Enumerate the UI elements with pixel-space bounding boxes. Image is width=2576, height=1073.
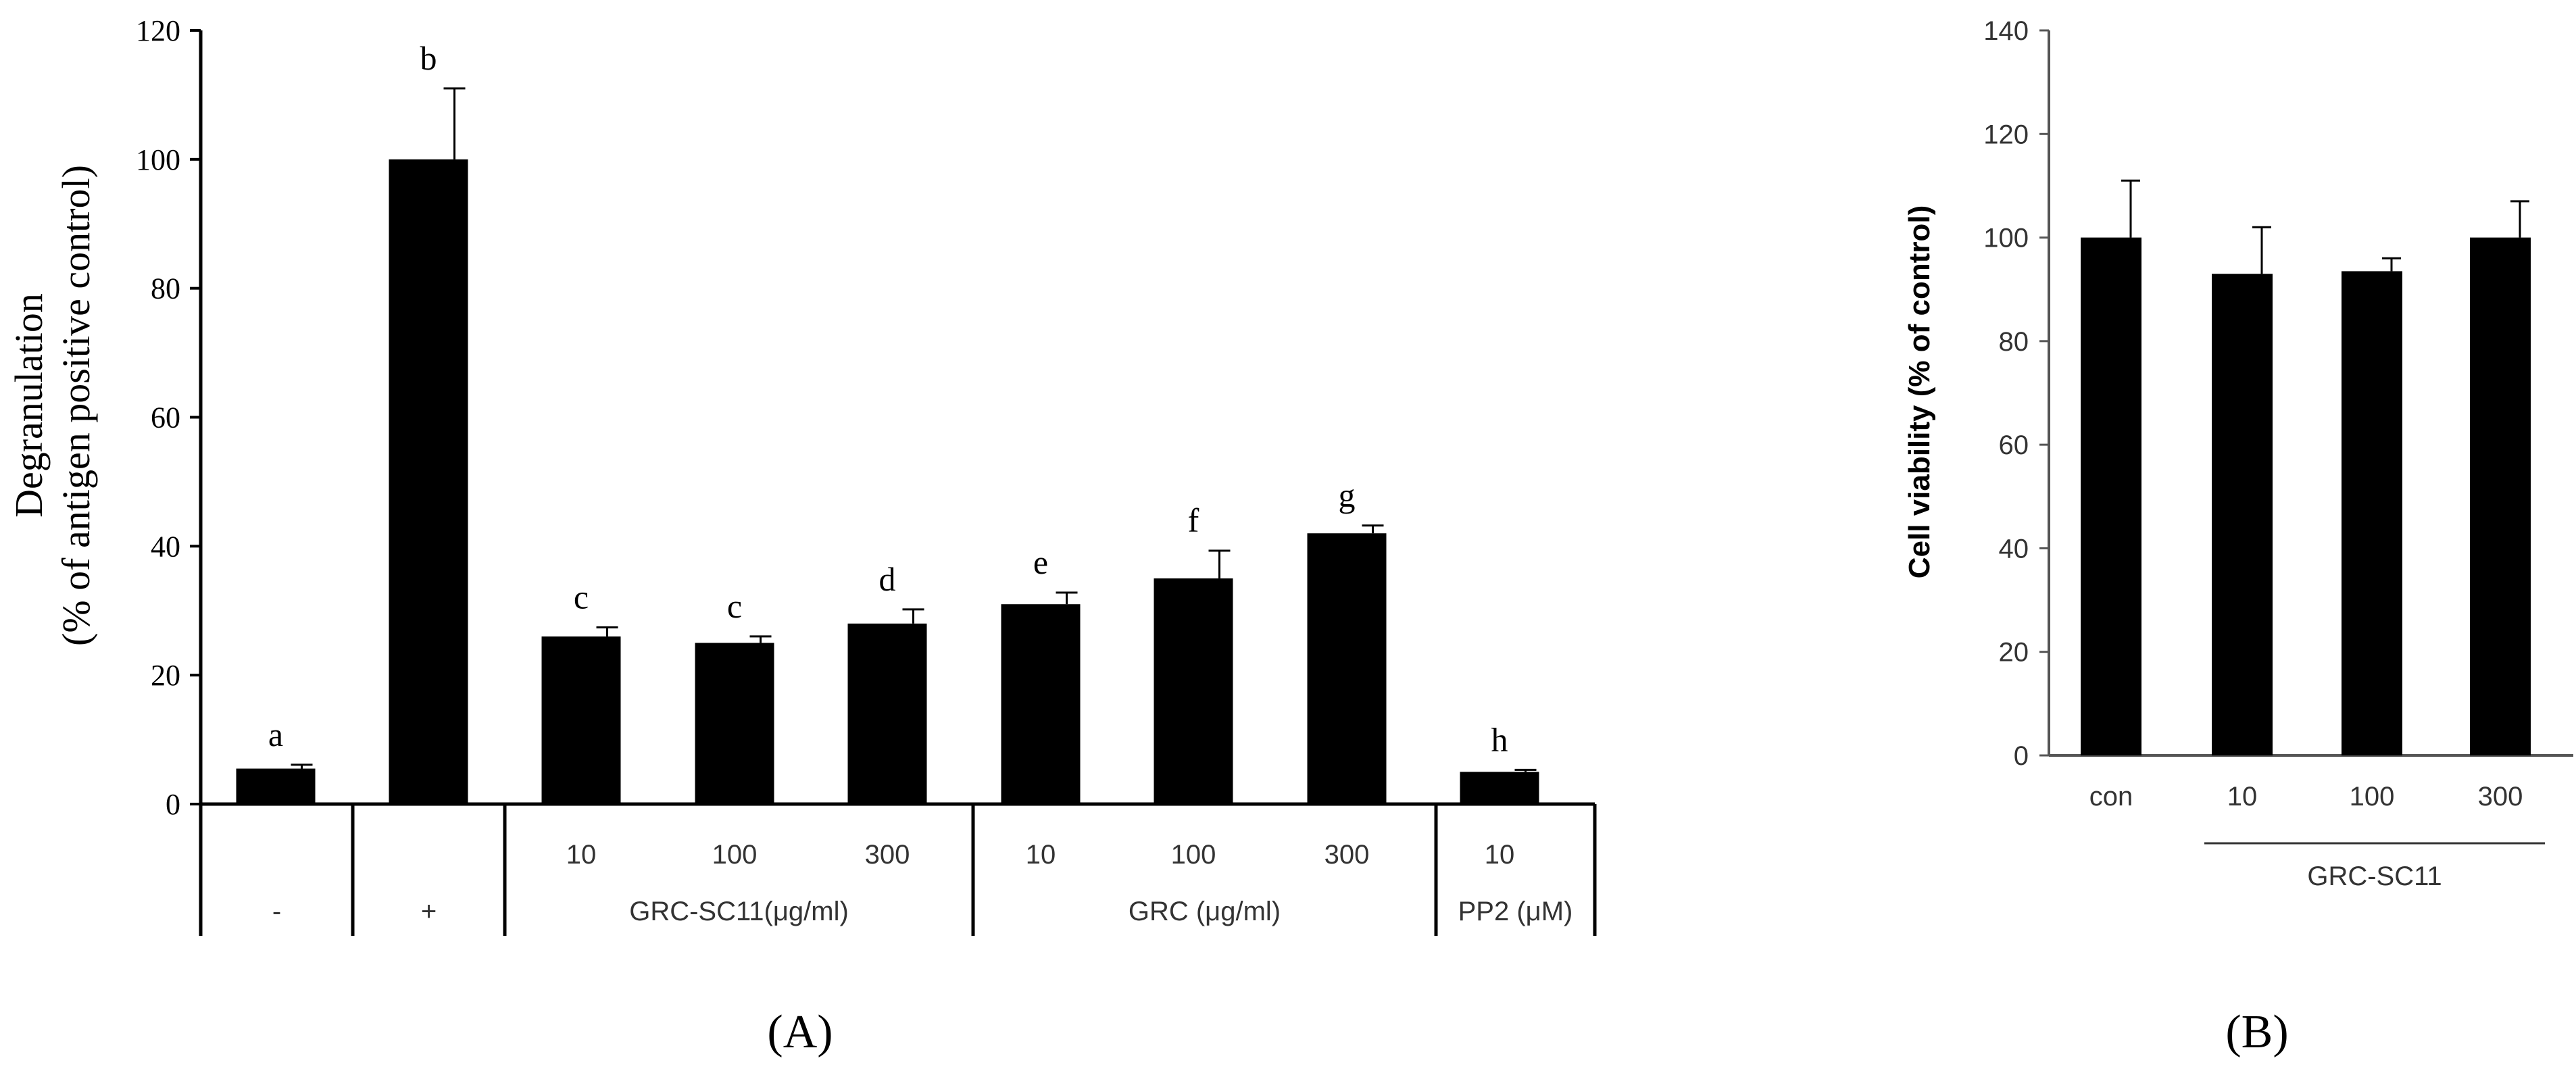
bar xyxy=(695,643,774,804)
panel-b-categories: con 10 100 300 GRC-SC11 xyxy=(2089,782,2545,891)
dose-label: 10 xyxy=(1026,840,1056,870)
significance-letter: h xyxy=(1491,720,1508,758)
bar xyxy=(541,636,621,804)
panel-b-label: (B) xyxy=(2225,1006,2288,1058)
significance-letter: e xyxy=(1033,543,1048,581)
panel-a-ylabel-line1: Degranulation xyxy=(7,293,51,518)
y-tick-label: 40 xyxy=(151,530,180,563)
bar xyxy=(2342,271,2402,755)
group-label: GRC-SC11(μg/ml) xyxy=(629,897,849,926)
category-label: con xyxy=(2089,782,2133,812)
group-label: GRC-SC11 xyxy=(2307,862,2442,891)
panel-a-label: (A) xyxy=(767,1006,833,1058)
bar xyxy=(2081,237,2141,756)
bar xyxy=(1154,578,1233,804)
significance-letter: g xyxy=(1339,476,1356,514)
panel-a-chart: Degranulation (% of antigen positive con… xyxy=(7,14,1597,1058)
dose-label: 10 xyxy=(566,840,597,870)
bar xyxy=(1460,772,1539,804)
y-tick-label: 120 xyxy=(1983,120,2029,149)
dose-label: 10 xyxy=(1485,840,1515,870)
y-tick-label: 0 xyxy=(2014,741,2029,771)
y-tick-label: 20 xyxy=(151,659,180,692)
dose-label: 100 xyxy=(1171,840,1216,870)
category-label: 10 xyxy=(2227,782,2258,812)
y-tick-label: 120 xyxy=(136,14,180,47)
group-label: - xyxy=(272,897,281,926)
y-tick-label: 40 xyxy=(1999,534,2029,564)
dose-label: 300 xyxy=(1324,840,1370,870)
y-tick-label: 80 xyxy=(151,272,180,305)
y-tick-label: 60 xyxy=(1999,430,2029,460)
bar xyxy=(236,768,316,804)
y-tick-label: 0 xyxy=(166,788,180,821)
y-tick-label: 100 xyxy=(1983,224,2029,253)
y-tick-label: 20 xyxy=(1999,638,2029,668)
bar xyxy=(1001,604,1081,804)
panel-a-ylabel-line2: (% of antigen positive control) xyxy=(54,165,98,646)
category-label: 100 xyxy=(2350,782,2395,812)
panel-b-chart: Cell viability (% of control) 0 20 40 60 80 1… xyxy=(1903,16,2573,1058)
bar xyxy=(1307,533,1387,804)
y-tick-label: 140 xyxy=(1983,16,2029,46)
bar xyxy=(2470,237,2531,756)
group-label: PP2 (μM) xyxy=(1458,897,1573,926)
panel-b-bars xyxy=(2081,179,2531,756)
bar xyxy=(2212,274,2273,755)
category-label: 300 xyxy=(2478,782,2523,812)
dose-label: 300 xyxy=(865,840,910,870)
group-label: + xyxy=(421,897,437,926)
group-label: GRC (μg/ml) xyxy=(1129,897,1281,926)
panel-a-bars: a b c c d e f g h xyxy=(236,39,1539,805)
significance-letter: c xyxy=(727,587,742,625)
significance-letter: a xyxy=(268,716,283,753)
significance-letter: d xyxy=(879,560,896,598)
y-tick-label: 80 xyxy=(1999,327,2029,357)
panel-a-category-table: 10 100 300 10 100 300 10 - + GRC-SC11(μg/ml) GRC (… xyxy=(199,804,1597,936)
significance-letter: f xyxy=(1188,501,1199,539)
panel-b-ylabel: Cell viability (% of control) xyxy=(1903,205,1936,579)
y-tick-label: 100 xyxy=(136,143,180,176)
dose-label: 100 xyxy=(712,840,758,870)
bar xyxy=(389,159,468,805)
significance-letter: c xyxy=(574,578,589,616)
significance-letter: b xyxy=(420,39,437,77)
y-tick-label: 60 xyxy=(151,401,180,434)
bar xyxy=(847,623,927,804)
